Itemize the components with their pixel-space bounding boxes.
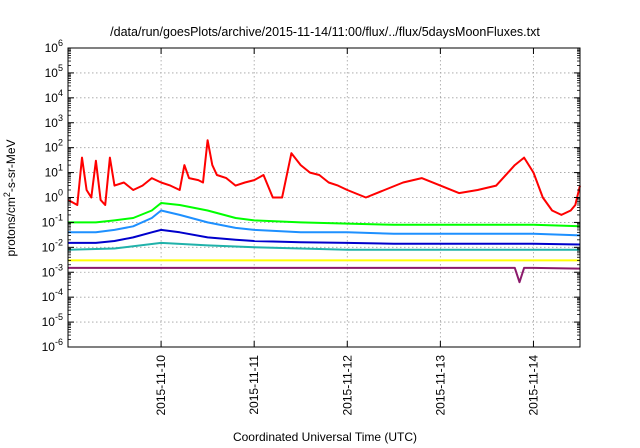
data-series — [67, 139, 581, 284]
y-axis-label-text: protons/cm2-s-sr-MeV — [2, 139, 18, 256]
y-tick-label: 106 — [45, 38, 63, 55]
x-tick-label: 2015-11-11 — [247, 355, 261, 415]
y-tick-label: 104 — [45, 88, 63, 105]
series-line-3 — [68, 209, 581, 237]
series-line-7 — [68, 266, 581, 284]
y-tick-label: 10-2 — [42, 237, 63, 254]
series-line-1 — [67, 139, 581, 216]
series-line-5 — [67, 241, 580, 251]
x-tick-label: 2015-11-10 — [154, 355, 168, 416]
x-tick-label: 2015-11-14 — [526, 355, 540, 416]
y-tick-label: 10-4 — [42, 287, 63, 304]
y-tick-label: 101 — [45, 163, 63, 180]
series-line-4 — [68, 228, 581, 246]
y-tick-label: 10-5 — [42, 312, 63, 329]
x-axis-ticks: 2015-11-10 2015-11-11 2015-11-12 2015-11-13… — [154, 48, 540, 416]
y-tick-label: 102 — [45, 138, 63, 155]
series-line-2 — [68, 202, 581, 228]
y-axis-ticks: 10-6 10-5 10-4 10-3 10-2 10-1 100 101 102 103 104 1… — [42, 38, 580, 354]
y-tick-label: 10-3 — [42, 262, 63, 279]
y-tick-label: 105 — [45, 63, 63, 80]
y-tick-label: 100 — [45, 188, 63, 205]
y-tick-label: 103 — [45, 113, 63, 130]
y-tick-label: 10-1 — [42, 212, 63, 229]
y-tick-label: 10-6 — [42, 337, 63, 354]
x-tick-label: 2015-11-13 — [433, 355, 447, 416]
chart-title: /data/run/goesPlots/archive/2015-11-14/1… — [110, 25, 540, 39]
grid-lines — [68, 47, 580, 348]
x-tick-label: 2015-11-12 — [340, 355, 354, 416]
x-axis-label: Coordinated Universal Time (UTC) — [233, 430, 417, 444]
y-axis-label: protons/cm2-s-sr-MeV — [2, 139, 18, 256]
